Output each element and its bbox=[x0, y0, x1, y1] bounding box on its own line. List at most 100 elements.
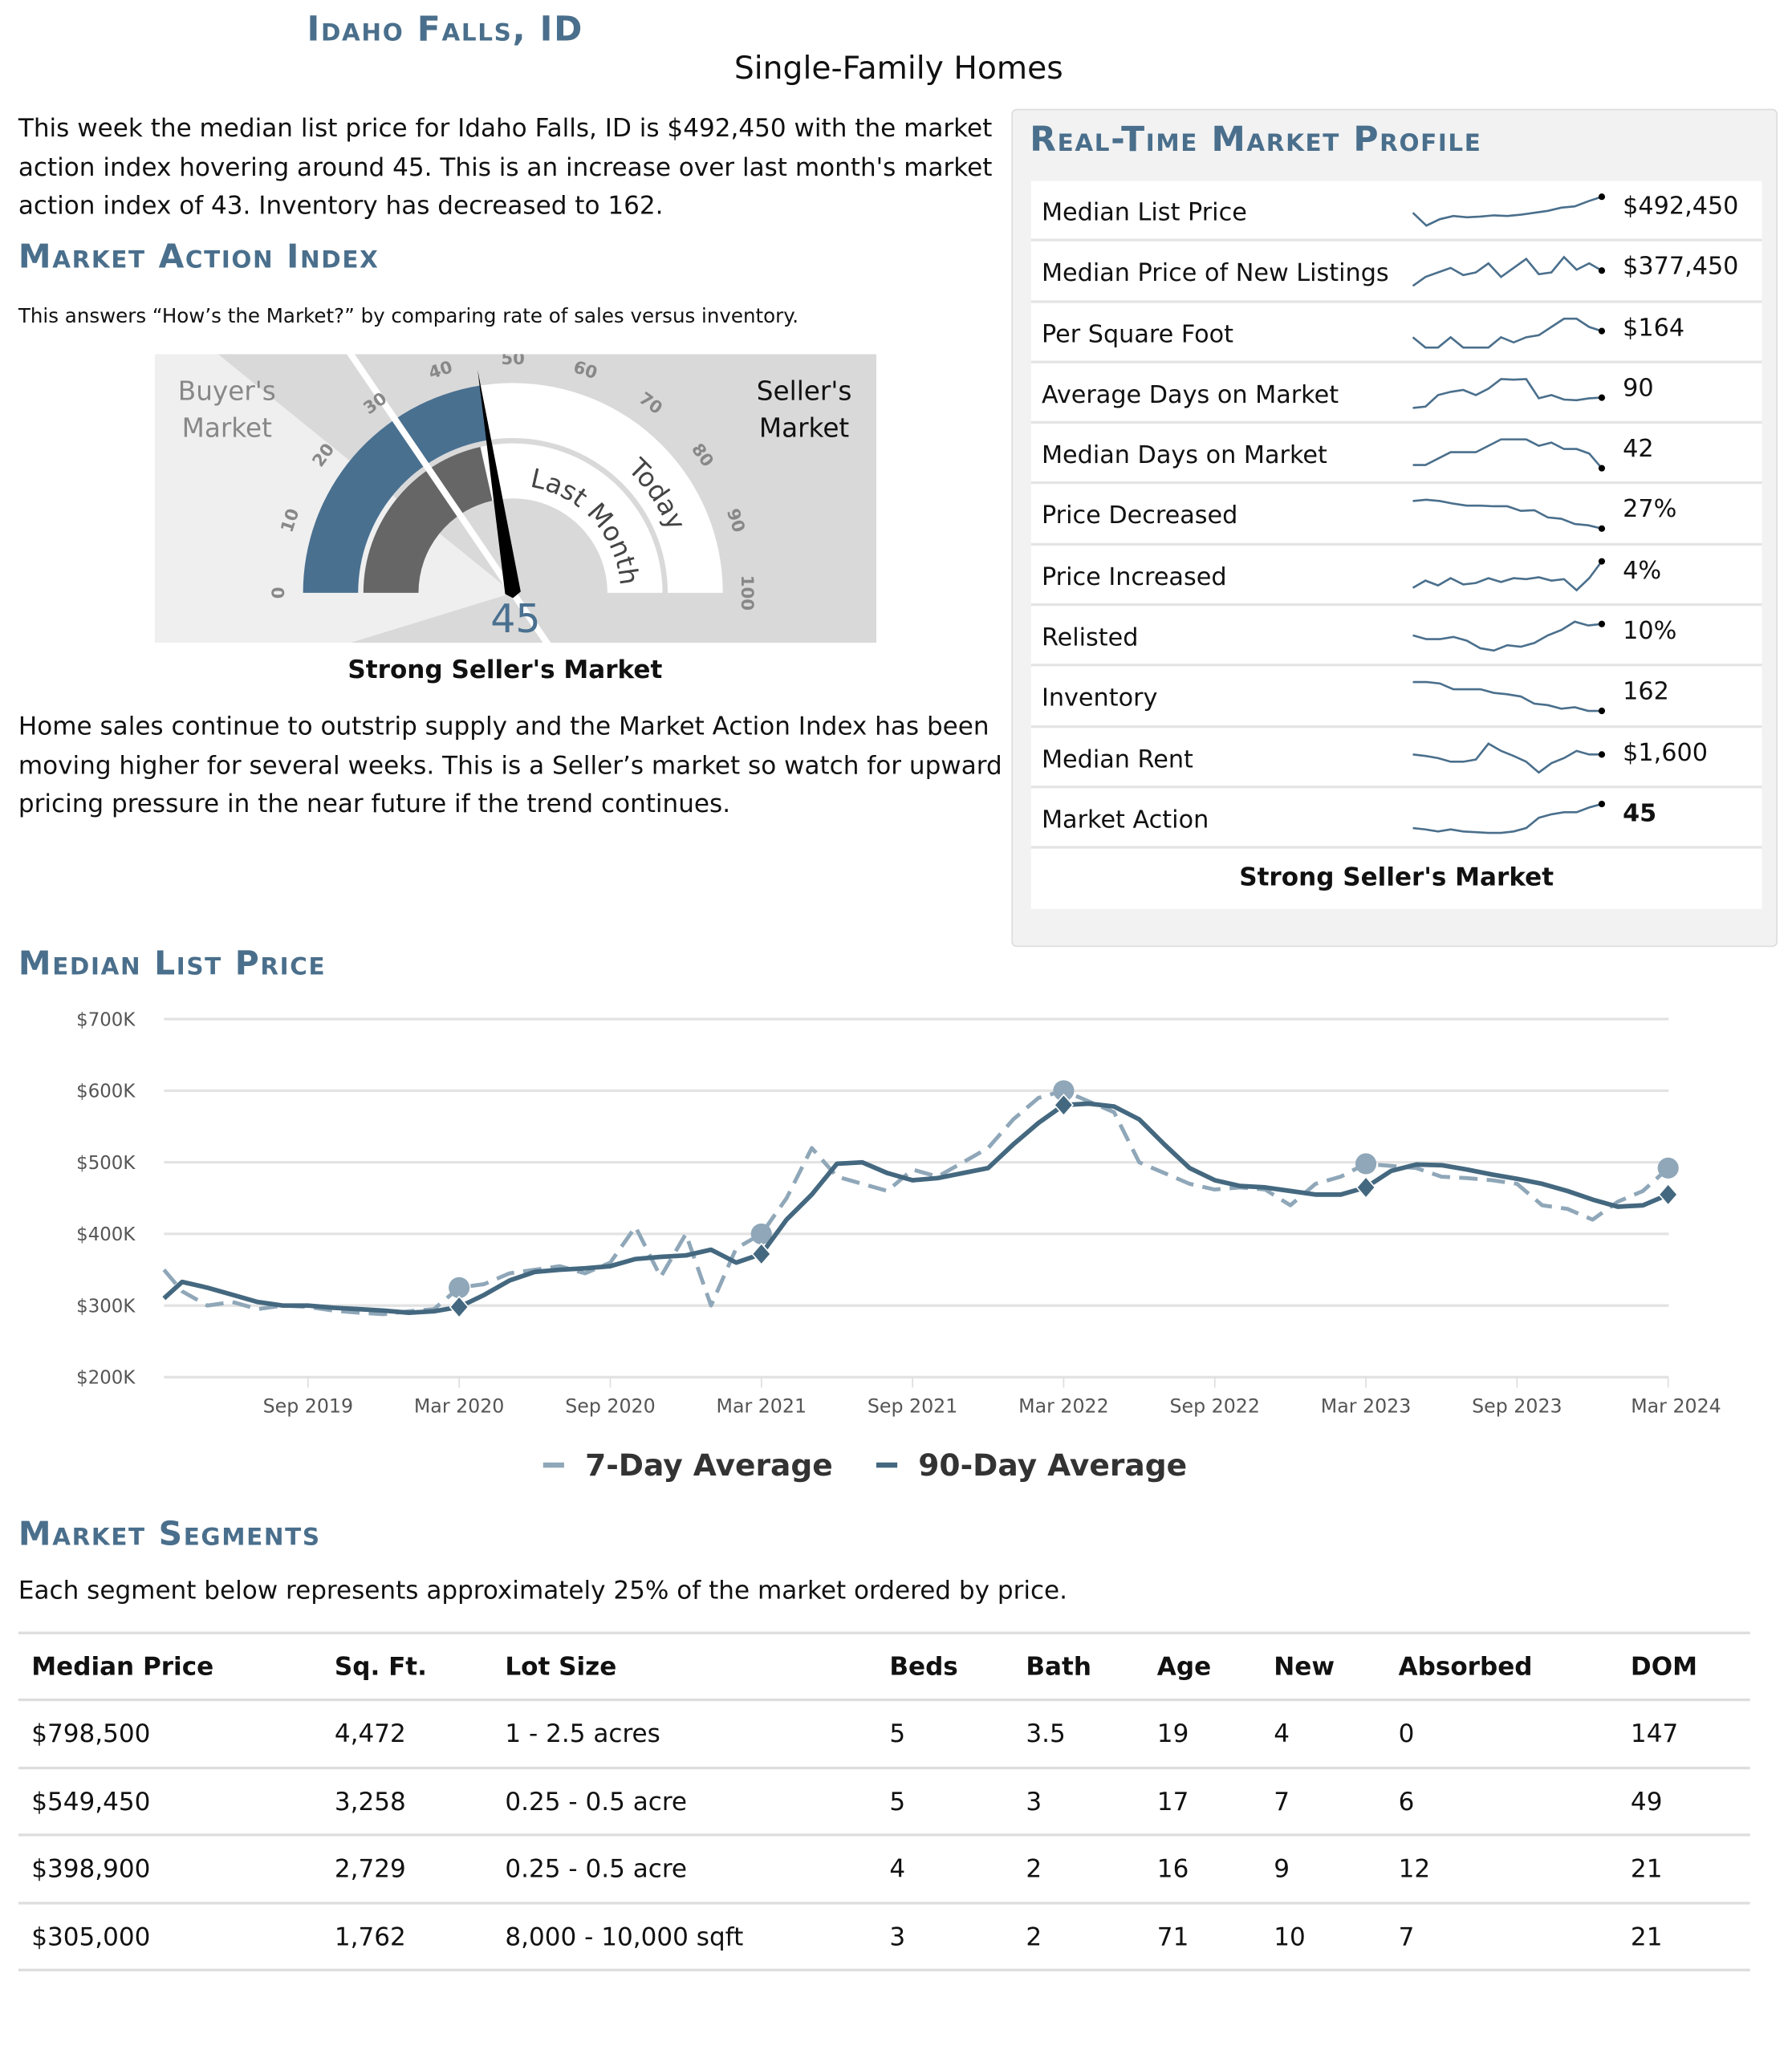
profile-row: Price Decreased 27% bbox=[1030, 485, 1762, 546]
data-point-7-day[interactable] bbox=[1053, 1080, 1075, 1102]
profile-label: Average Days on Market bbox=[1041, 381, 1339, 409]
column-header: Sq. Ft. bbox=[334, 1652, 427, 1682]
profile-value: 45 bbox=[1623, 800, 1657, 828]
sparkline-endpoint bbox=[1598, 465, 1606, 472]
intro-paragraph: This week the median list price for Idah… bbox=[18, 114, 993, 221]
profile-value: $1,600 bbox=[1623, 739, 1708, 767]
data-point-7-day[interactable] bbox=[449, 1277, 470, 1298]
table-row: $305,000 1,762 8,000 - 10,000 sqft 3 2 71 10 7 2… bbox=[18, 1904, 1750, 1971]
profile-heading: Real-Time Market Profile bbox=[1030, 120, 1482, 160]
page-subtitle: Single-Family Homes bbox=[733, 50, 1063, 87]
table-cell: 49 bbox=[1630, 1787, 1663, 1817]
x-tick-label: Mar 2021 bbox=[717, 1395, 807, 1418]
sparkline-line bbox=[1412, 741, 1602, 773]
y-tick-label: $300K bbox=[76, 1296, 136, 1317]
mai-description: This answers “How’s the Market?” by comp… bbox=[18, 304, 799, 328]
profile-label: Price Decreased bbox=[1041, 502, 1238, 531]
legend-label[interactable]: 7-Day Average bbox=[585, 1447, 833, 1483]
profile-row: Median Rent $1,600 bbox=[1030, 728, 1762, 789]
sparkline-endpoint bbox=[1598, 708, 1606, 715]
data-point-90-day[interactable] bbox=[449, 1295, 469, 1319]
x-tick-label: Mar 2024 bbox=[1631, 1395, 1721, 1418]
data-point-90-day[interactable] bbox=[1658, 1183, 1679, 1207]
profile-label: Price Increased bbox=[1041, 563, 1227, 591]
sparkline-endpoint bbox=[1598, 620, 1606, 627]
profile-row: Average Days on Market 90 bbox=[1030, 363, 1762, 424]
sparkline bbox=[1412, 499, 1606, 533]
column-header: Median Price bbox=[31, 1652, 214, 1682]
sparkline bbox=[1412, 438, 1606, 472]
table-cell: 4 bbox=[1274, 1719, 1290, 1749]
profile-row: Inventory 162 bbox=[1030, 667, 1762, 728]
gauge-tick-label: 50 bbox=[501, 354, 525, 369]
mai-status: Strong Seller's Market bbox=[347, 656, 663, 685]
sparkline bbox=[1412, 193, 1606, 227]
sparkline-line bbox=[1412, 195, 1603, 227]
sparkline-endpoint bbox=[1598, 558, 1606, 565]
sparkline bbox=[1412, 255, 1606, 287]
mai-commentary: Home sales continue to outstrip supply a… bbox=[18, 712, 1002, 819]
y-tick-label: $600K bbox=[76, 1082, 136, 1102]
x-tick-label: Sep 2019 bbox=[263, 1395, 353, 1418]
table-cell: 4 bbox=[889, 1854, 906, 1884]
column-header: Lot Size bbox=[505, 1652, 617, 1682]
series-line-7-day bbox=[162, 1088, 1670, 1317]
buyers-market-label: Buyer's bbox=[178, 376, 276, 407]
profile-value: 90 bbox=[1623, 375, 1654, 403]
profile-row: Price Increased 4% bbox=[1030, 546, 1762, 607]
table-cell: 2 bbox=[1026, 1922, 1042, 1951]
sparkline-endpoint bbox=[1598, 526, 1606, 533]
table-row: $398,900 2,729 0.25 - 0.5 acre 4 2 16 9 12 21 bbox=[18, 1837, 1750, 1904]
sellers-market-label: Market bbox=[759, 412, 850, 443]
data-point-90-day[interactable] bbox=[1355, 1175, 1376, 1200]
gauge-value: 45 bbox=[490, 595, 540, 642]
profile-label: Median Rent bbox=[1041, 745, 1193, 773]
sparkline-endpoint bbox=[1598, 394, 1606, 401]
x-tick-label: Mar 2023 bbox=[1321, 1395, 1412, 1418]
city-title: Idaho Falls, ID bbox=[307, 10, 584, 51]
column-header: New bbox=[1274, 1652, 1335, 1682]
table-cell: 3 bbox=[889, 1922, 906, 1951]
sparkline-endpoint bbox=[1598, 750, 1606, 757]
sparkline bbox=[1412, 800, 1606, 834]
table-cell: 7 bbox=[1398, 1922, 1415, 1951]
profile-row: Relisted 10% bbox=[1030, 606, 1762, 668]
profile-row: Median Price of New Listings $377,450 bbox=[1030, 242, 1762, 302]
segments-table: Median Price Sq. Ft. Lot Size Beds Bath Age Ne… bbox=[18, 1631, 1750, 1971]
profile-row: Market Action 45 bbox=[1030, 788, 1762, 850]
profile-value: 4% bbox=[1623, 557, 1662, 585]
data-point-7-day[interactable] bbox=[750, 1223, 772, 1245]
profile-label: Median Days on Market bbox=[1041, 442, 1327, 470]
median-list-price-chart: $200K $300K $400K $500K $600K $700K Sep 2019 Ma… bbox=[76, 1009, 1721, 1483]
x-tick-label: Mar 2022 bbox=[1018, 1395, 1109, 1418]
data-point-90-day[interactable] bbox=[751, 1242, 772, 1266]
profile-value: 27% bbox=[1623, 496, 1677, 525]
table-cell: $398,900 bbox=[31, 1854, 151, 1884]
segments-heading: Market Segments bbox=[18, 1515, 321, 1553]
column-header: DOM bbox=[1630, 1652, 1698, 1682]
sparkline-line bbox=[1412, 560, 1603, 592]
gauge-tick-label: 100 bbox=[737, 575, 757, 611]
profile-table: Median List Price $492,450 Median Price of… bbox=[1030, 181, 1762, 910]
data-point-90-day[interactable] bbox=[1053, 1093, 1074, 1117]
profile-value: 162 bbox=[1623, 678, 1669, 707]
sparkline-line bbox=[1412, 620, 1603, 652]
profile-row: Per Square Foot $164 bbox=[1030, 302, 1762, 363]
table-row: $549,450 3,258 0.25 - 0.5 acre 5 3 17 7 6 49 bbox=[18, 1768, 1750, 1837]
buyers-market-label: Market bbox=[182, 412, 273, 443]
table-cell: 0.25 - 0.5 acre bbox=[505, 1787, 688, 1817]
table-row: $798,500 4,472 1 - 2.5 acres 5 3.5 19 4 0 147 bbox=[18, 1701, 1750, 1769]
sparkline bbox=[1412, 681, 1606, 715]
table-cell: 17 bbox=[1156, 1787, 1189, 1817]
data-point-7-day[interactable] bbox=[1657, 1157, 1679, 1179]
sparkline-line bbox=[1412, 438, 1603, 469]
legend-label[interactable]: 90-Day Average bbox=[918, 1447, 1187, 1483]
today-fill bbox=[303, 385, 489, 593]
table-cell: 16 bbox=[1156, 1854, 1189, 1884]
market-profile-panel: Real-Time Market Profile Median List Pri… bbox=[1011, 108, 1778, 948]
profile-row: Median List Price $492,450 bbox=[1030, 181, 1762, 242]
segments-description: Each segment below represents approximat… bbox=[18, 1576, 1068, 1605]
data-point-7-day[interactable] bbox=[1355, 1153, 1377, 1175]
